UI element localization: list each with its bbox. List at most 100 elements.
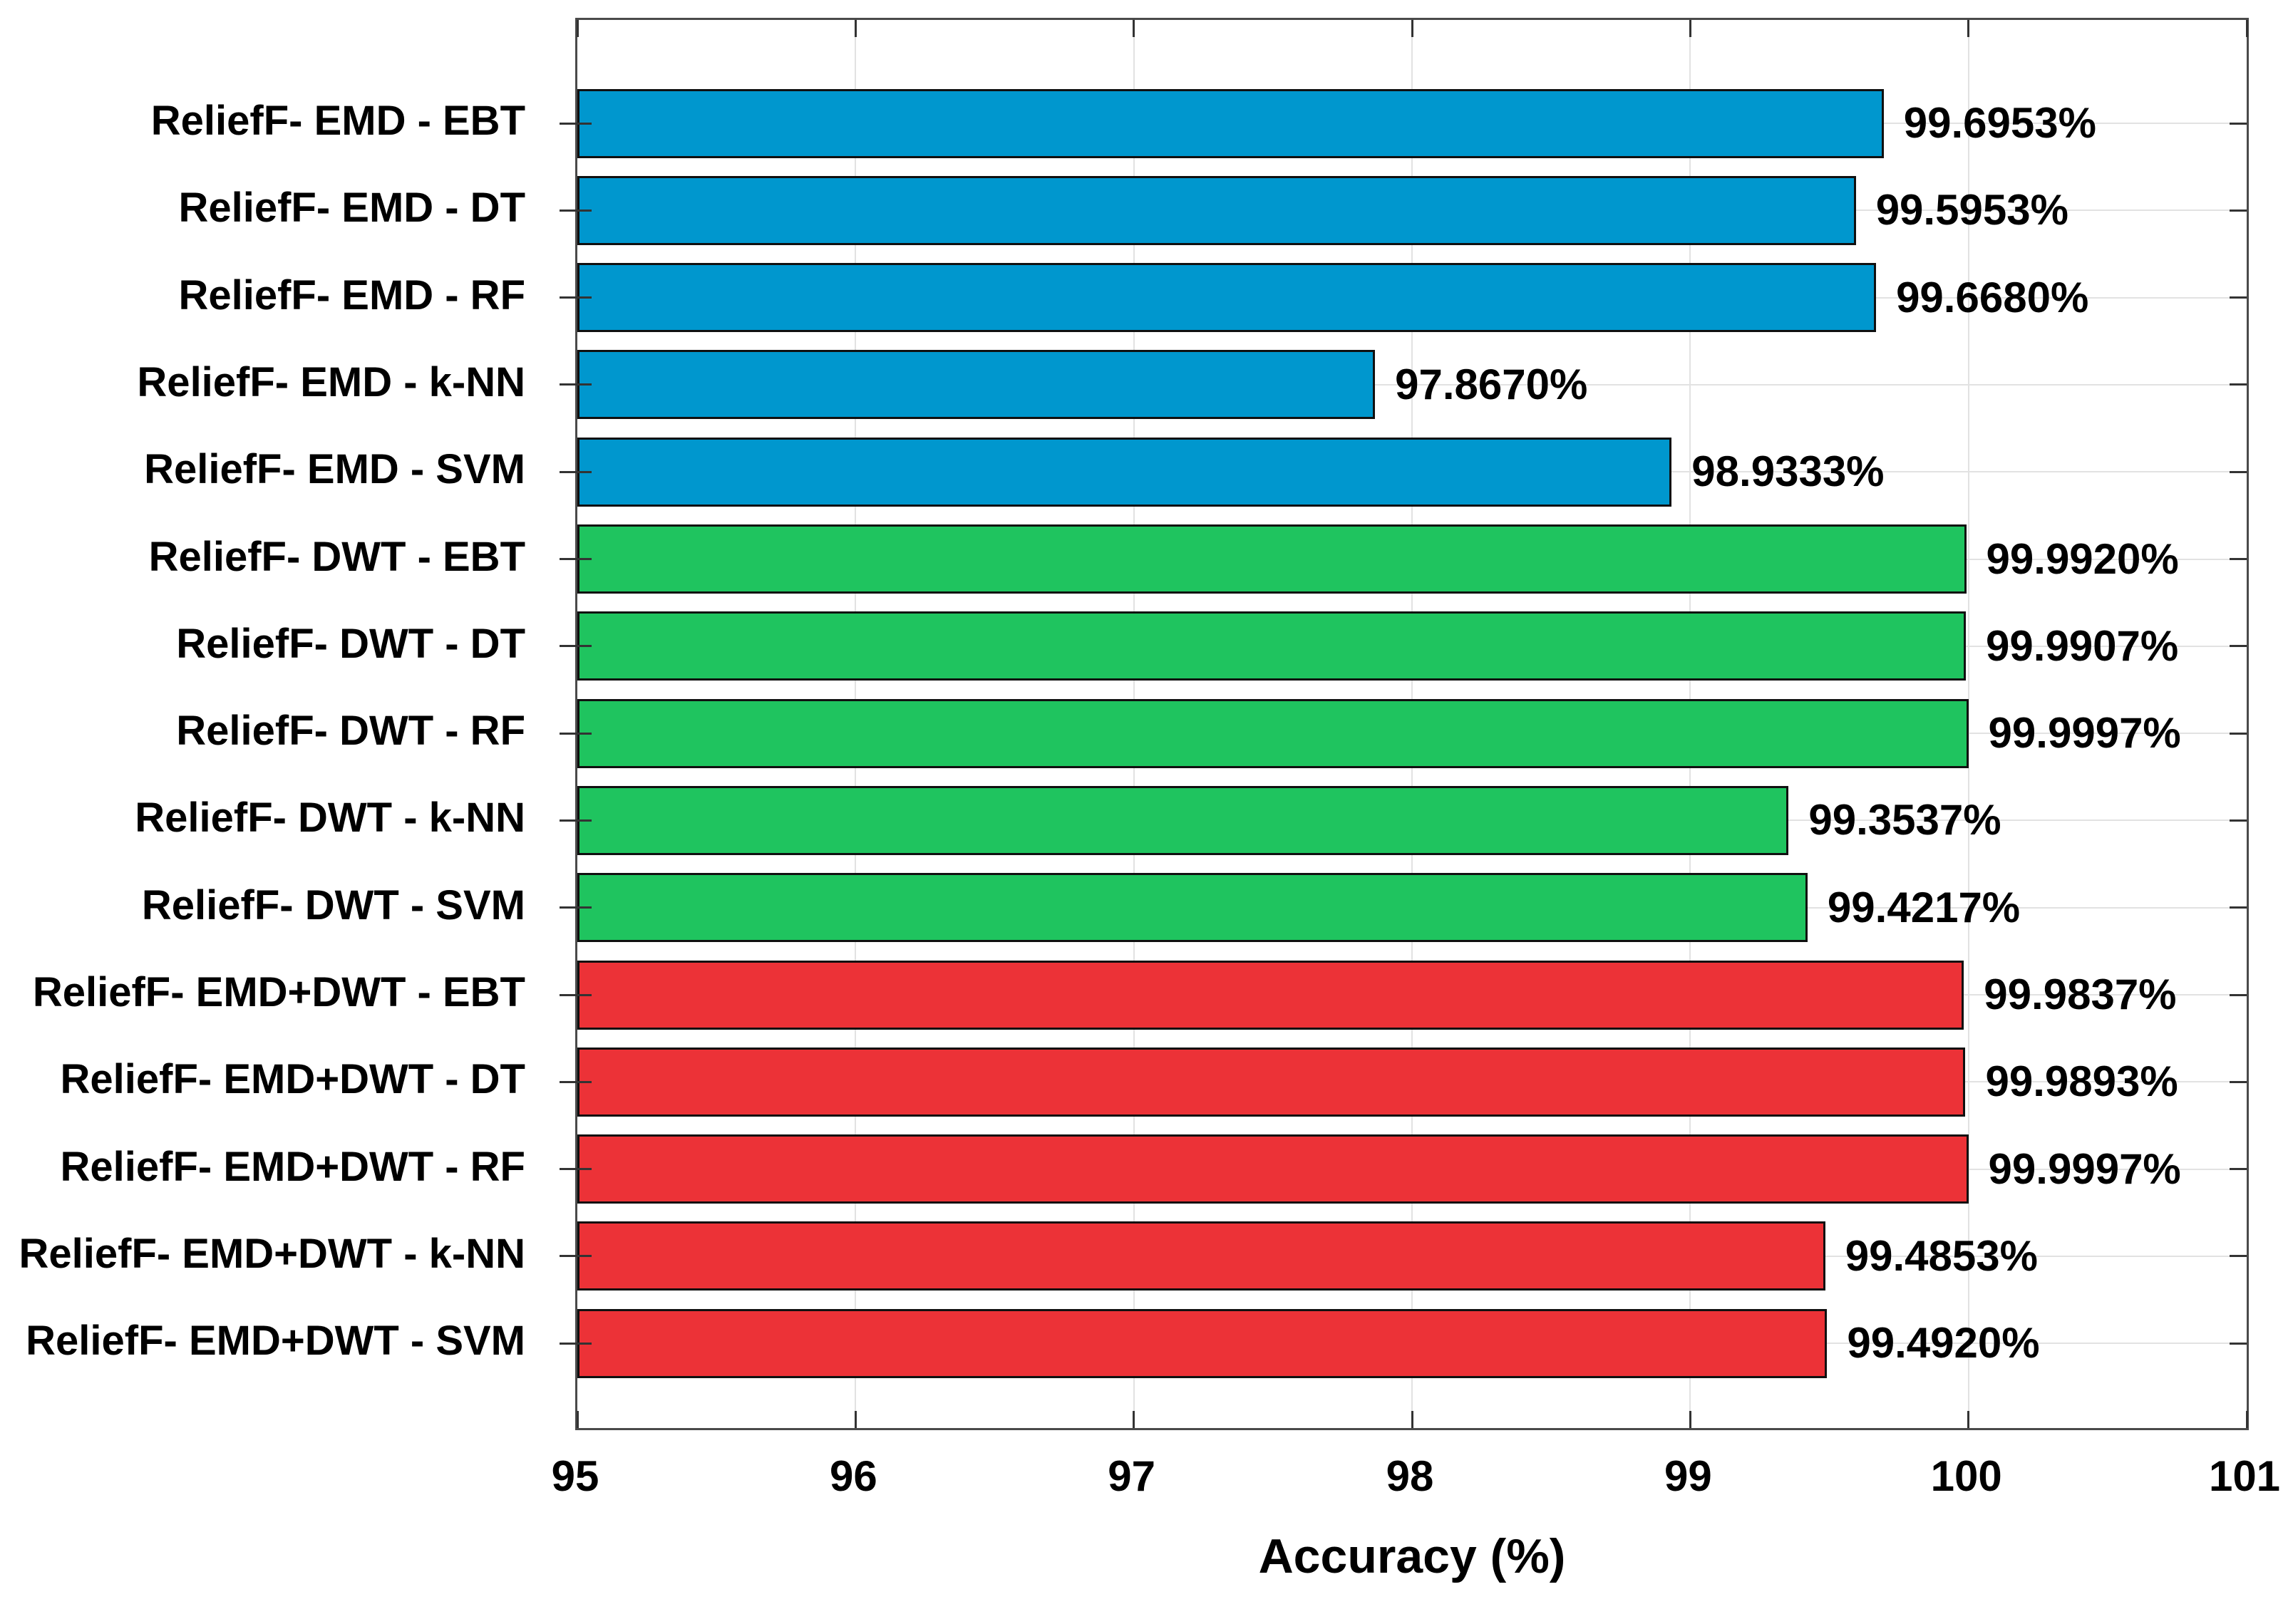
y-tick-label: ReliefF- EMD - EBT — [150, 98, 525, 144]
y-tick-mark — [560, 470, 592, 473]
bar — [577, 1134, 1969, 1204]
y-tick-label: ReliefF- EMD+DWT - DT — [60, 1056, 525, 1103]
y-tick-label: ReliefF- EMD - RF — [178, 271, 525, 319]
x-axis-tick-labels: 95 96 97 98 99 100 101 — [552, 1452, 2280, 1512]
bar — [577, 785, 1789, 855]
bar — [577, 873, 1808, 943]
bar — [577, 437, 1672, 507]
y-tick-label: ReliefF- EMD+DWT - SVM — [26, 1318, 525, 1365]
y-tick-mark — [2230, 470, 2247, 473]
bar-value-label: 99.6953% — [1903, 99, 2096, 147]
y-tick-label: ReliefF- EMD+DWT - RF — [60, 1143, 525, 1190]
plot-area: 99.6953% 99.5953% 99.6680% 97.8670% 98.9333%… — [575, 18, 2249, 1430]
y-tick-mark — [560, 209, 592, 212]
y-gridline — [577, 383, 2247, 386]
y-tick-mark — [2230, 993, 2247, 996]
x-axis-title: Accuracy (%) — [1258, 1529, 1566, 1583]
bar-value-label: 99.9907% — [1986, 621, 2179, 670]
y-tick-mark — [2230, 1342, 2247, 1345]
y-tick-mark — [2230, 819, 2247, 822]
bar-value-label: 99.4920% — [1847, 1319, 2040, 1367]
x-tick-mark — [2245, 20, 2248, 37]
y-tick-mark — [560, 558, 592, 560]
y-tick-mark — [560, 1168, 592, 1171]
y-tick-label: ReliefF- EMD - DT — [178, 185, 525, 232]
bar — [577, 611, 1967, 681]
bar — [577, 350, 1376, 420]
bar — [577, 175, 1856, 245]
y-tick-mark — [2230, 558, 2247, 560]
y-tick-label: ReliefF- EMD - k-NN — [137, 358, 525, 405]
bar-value-label: 98.9333% — [1691, 448, 1885, 496]
bar — [577, 1221, 1825, 1291]
y-tick-mark — [2230, 645, 2247, 648]
y-tick-mark — [560, 819, 592, 822]
bar-value-label: 99.4853% — [1845, 1231, 2038, 1280]
x-tick-mark — [854, 1411, 857, 1428]
x-tick-mark — [854, 20, 857, 37]
x-tick-label: 97 — [1108, 1452, 1156, 1500]
x-tick-mark — [1689, 20, 1691, 37]
y-tick-mark — [560, 122, 592, 125]
y-tick-mark — [2230, 383, 2247, 386]
bar-value-label: 99.9920% — [1986, 534, 2179, 583]
y-tick-mark — [560, 1255, 592, 1258]
y-tick-mark — [560, 645, 592, 648]
bar-value-label: 97.8670% — [1395, 360, 1588, 408]
x-tick-mark — [1133, 1411, 1135, 1428]
bar-value-label: 99.6680% — [1896, 273, 2089, 321]
y-tick-label: ReliefF- DWT - DT — [176, 620, 525, 667]
x-gridline — [1967, 20, 1969, 1428]
y-tick-label: ReliefF- EMD+DWT - k-NN — [19, 1230, 526, 1277]
y-tick-label: ReliefF- EMD - SVM — [144, 446, 525, 493]
x-tick-mark — [1411, 20, 1413, 37]
y-axis-category-labels: ReliefF- EMD - EBT ReliefF- EMD - DT Relie… — [0, 18, 550, 1430]
bar — [577, 1047, 1966, 1117]
y-tick-mark — [560, 906, 592, 909]
x-tick-label: 98 — [1386, 1452, 1434, 1500]
x-tick-mark — [1133, 20, 1135, 37]
x-tick-mark — [1411, 1411, 1413, 1428]
y-tick-mark — [560, 1080, 592, 1083]
bar-value-label: 99.9837% — [1984, 971, 2177, 1018]
bar — [577, 263, 1877, 333]
y-tick-mark — [560, 296, 592, 299]
y-tick-label: ReliefF- DWT - RF — [176, 708, 525, 755]
y-tick-mark — [560, 1342, 592, 1345]
bar-value-label: 99.9893% — [1985, 1057, 2178, 1106]
y-tick-mark — [2230, 906, 2247, 909]
bar-value-label: 99.4217% — [1827, 883, 2021, 931]
x-tick-label: 99 — [1664, 1452, 1712, 1500]
y-tick-mark — [560, 993, 592, 996]
y-tick-label: ReliefF- DWT - k-NN — [135, 795, 525, 842]
y-tick-label: ReliefF- DWT - SVM — [141, 881, 525, 929]
y-tick-mark — [2230, 1168, 2247, 1171]
y-tick-mark — [2230, 732, 2247, 735]
x-tick-label: 95 — [551, 1452, 599, 1500]
y-tick-mark — [2230, 122, 2247, 125]
x-tick-label: 100 — [1930, 1452, 2002, 1500]
bar — [577, 1308, 1828, 1378]
y-tick-label: ReliefF- DWT - EBT — [148, 533, 525, 580]
bar — [577, 88, 1884, 158]
x-tick-mark — [1967, 1411, 1970, 1428]
y-tick-mark — [2230, 1080, 2247, 1083]
bar-value-label: 99.9997% — [1988, 1144, 2181, 1193]
y-tick-mark — [2230, 296, 2247, 299]
y-tick-mark — [560, 732, 592, 735]
x-tick-mark — [1967, 20, 1970, 37]
bar-value-label: 99.5953% — [1875, 186, 2068, 234]
x-tick-mark — [2245, 1411, 2248, 1428]
x-tick-label: 96 — [829, 1452, 877, 1500]
y-tick-mark — [2230, 209, 2247, 212]
y-tick-label: ReliefF- EMD+DWT - EBT — [32, 969, 525, 1015]
x-tick-label: 101 — [2208, 1452, 2281, 1500]
y-tick-mark — [2230, 1255, 2247, 1258]
x-tick-mark — [576, 1411, 579, 1428]
y-tick-mark — [560, 383, 592, 386]
bar — [577, 698, 1969, 768]
bar — [577, 524, 1967, 594]
bar — [577, 960, 1964, 1030]
x-tick-mark — [1689, 1411, 1691, 1428]
